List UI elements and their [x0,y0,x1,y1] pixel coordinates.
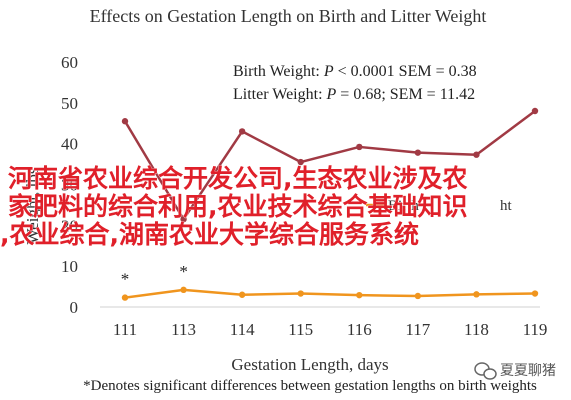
x-tick-label: 116 [347,320,372,339]
x-tick-label: 115 [288,320,313,339]
series-line-birth-weight [124,288,536,299]
watermark-line-2: 家肥料的综合利用,农业技术综合基础知识 [8,192,468,221]
stats-annotation: Birth Weight: P < 0.0001 SEM = 0.38 Litt… [233,63,477,103]
watermark-line-3: ,农业综合,湖南农业大学综合服务系统 [0,220,419,249]
watermark-line-1: 河南省农业综合开发公司,生态农业涉及农 [8,164,468,193]
data-point-birth-weight [531,290,539,297]
wechat-logo: 夏夏聊猪 [474,362,556,380]
data-point-litter-weight [414,149,422,156]
y-tick-label: 10 [61,257,78,276]
data-point-litter-weight [121,118,129,125]
x-tick-label: 113 [171,320,196,339]
data-point-birth-weight [414,292,422,300]
legend-label-birth: Birth [388,198,419,214]
data-point-litter-weight [238,128,246,135]
chart-title: Effects on Gestation Length on Birth and… [90,6,487,26]
data-point-litter-weight [531,107,539,115]
x-tick-label: 119 [523,320,548,339]
stats-line-litter: Litter Weight: P = 0.68; SEM = 11.42 [233,86,475,103]
significance-asterisk: * [179,262,188,281]
x-tick-label: 111 [113,320,137,339]
watermark: 河南省农业综合开发公司,生态农业涉及农 家肥料的综合利用,农业技术综合基础知识 … [0,164,468,250]
y-tick-label: 20 [61,216,78,235]
y-axis-label: Weight, lbs [23,167,42,244]
legend: Birth ht [366,198,513,214]
series-line-litter-weight [123,109,536,221]
data-point-birth-weight [180,286,187,294]
significance-asterisk: * [121,270,130,289]
data-point-litter-weight [180,216,187,223]
data-point-birth-weight [121,294,129,301]
y-tick-label: 60 [61,53,78,72]
x-tick-label: 114 [230,320,255,339]
x-tick-label: 117 [405,320,430,339]
logo-text: 夏夏聊猪 [500,363,556,379]
y-tick-label: 30 [61,176,78,195]
y-tick-label: 40 [61,135,78,154]
y-axis: 0 10 20 30 40 50 60 [61,53,78,317]
data-point-litter-weight [297,158,304,166]
y-tick-label: 0 [70,298,79,317]
series-layer [121,107,539,301]
data-point-birth-weight [473,291,480,298]
data-point-litter-weight [356,143,363,151]
y-tick-label: 50 [61,94,78,113]
wechat-icon [474,362,497,380]
x-axis: 111 113 114 115 116 117 118 119 [113,320,548,339]
stats-line-birth: Birth Weight: P < 0.0001 SEM = 0.38 [233,63,477,80]
legend-label-fragment: ht [500,198,513,214]
x-axis-label: Gestation Length, days [231,355,388,374]
data-point-birth-weight [297,290,304,297]
x-tick-label: 118 [464,320,489,339]
data-point-birth-weight [238,291,246,298]
significance-markers: * * [121,262,188,289]
footnote: *Denotes significant differences between… [83,378,537,394]
data-point-litter-weight [473,151,480,158]
data-point-birth-weight [356,291,363,299]
